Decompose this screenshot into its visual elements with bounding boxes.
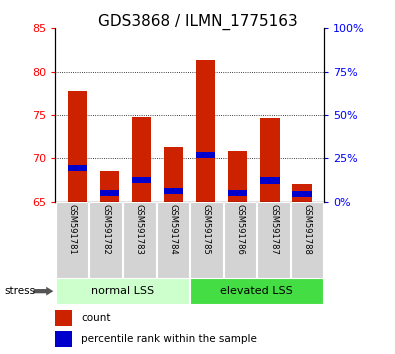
Bar bbox=[224, 202, 256, 278]
Bar bbox=[228, 152, 247, 202]
Bar bbox=[196, 61, 215, 202]
Text: elevated LSS: elevated LSS bbox=[220, 286, 293, 296]
Bar bbox=[164, 188, 183, 194]
Bar bbox=[68, 91, 87, 202]
Text: GSM591787: GSM591787 bbox=[269, 204, 278, 255]
Bar bbox=[190, 278, 324, 304]
Text: percentile rank within the sample: percentile rank within the sample bbox=[81, 334, 258, 344]
Bar bbox=[291, 202, 324, 278]
Bar bbox=[292, 184, 312, 202]
Text: GSM591781: GSM591781 bbox=[68, 204, 77, 255]
Bar bbox=[68, 165, 87, 171]
Text: GSM591782: GSM591782 bbox=[101, 204, 110, 255]
Bar bbox=[190, 202, 223, 278]
Bar bbox=[260, 177, 280, 184]
Bar bbox=[132, 177, 151, 183]
Bar bbox=[164, 147, 183, 202]
Bar bbox=[56, 202, 88, 278]
Bar bbox=[56, 278, 189, 304]
Bar bbox=[100, 190, 119, 196]
Bar bbox=[228, 190, 247, 196]
Bar bbox=[260, 118, 280, 202]
Bar bbox=[292, 190, 312, 196]
Bar bbox=[55, 331, 72, 347]
Bar bbox=[100, 171, 119, 202]
Bar bbox=[257, 202, 290, 278]
Text: GSM591783: GSM591783 bbox=[135, 204, 144, 255]
Bar bbox=[55, 310, 72, 326]
Text: GSM591785: GSM591785 bbox=[202, 204, 211, 255]
Text: stress: stress bbox=[4, 286, 35, 296]
Text: GSM591788: GSM591788 bbox=[303, 204, 312, 255]
Bar bbox=[196, 152, 215, 158]
Text: GSM591786: GSM591786 bbox=[235, 204, 245, 255]
Bar bbox=[89, 202, 122, 278]
Text: count: count bbox=[81, 313, 111, 323]
Text: GDS3868 / ILMN_1775163: GDS3868 / ILMN_1775163 bbox=[98, 14, 297, 30]
Text: GSM591784: GSM591784 bbox=[168, 204, 177, 255]
Bar bbox=[156, 202, 189, 278]
Bar bbox=[132, 117, 151, 202]
Text: normal LSS: normal LSS bbox=[91, 286, 154, 296]
Bar bbox=[123, 202, 156, 278]
